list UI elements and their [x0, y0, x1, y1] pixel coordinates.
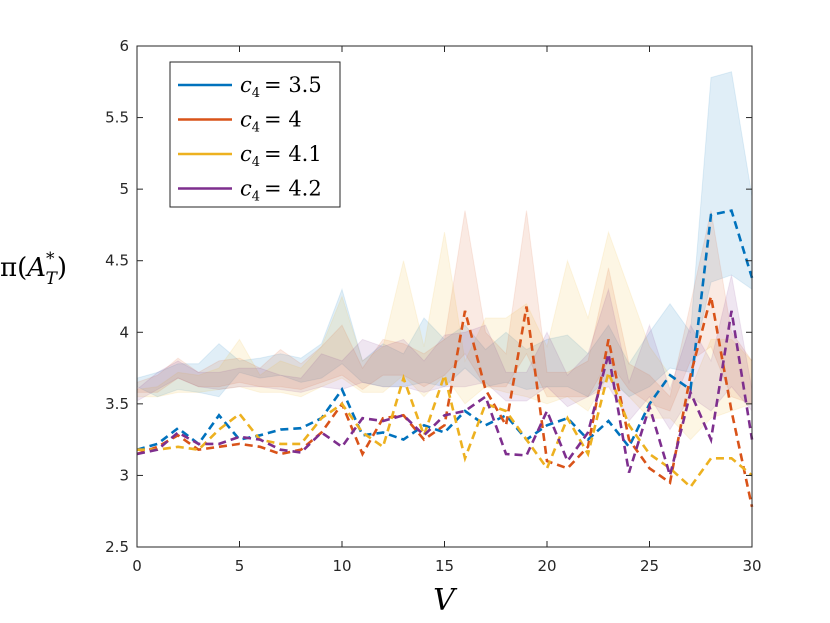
legend-value: = 4 — [264, 108, 302, 132]
y-label-pre: π( — [0, 253, 27, 283]
legend-sub: 4 — [252, 86, 260, 101]
x-tick-label: 5 — [235, 557, 245, 575]
legend-value: = 3.5 — [264, 73, 322, 97]
y-axis-label: π(A* T) — [0, 249, 67, 289]
legend-var: c — [240, 177, 252, 201]
y-tick-label: 4 — [119, 323, 129, 341]
x-tick-label: 30 — [742, 557, 761, 575]
y-tick-label: 3 — [119, 466, 129, 484]
legend-label-2: c4 = 4 — [240, 108, 302, 136]
legend-var: c — [240, 73, 252, 97]
y-tick-label: 4.5 — [105, 252, 129, 270]
y-label-sub: T — [46, 269, 59, 289]
legend-value: = 4.1 — [264, 142, 322, 166]
legend-sub: 4 — [252, 190, 260, 205]
x-tick-label: 20 — [537, 557, 556, 575]
legend: c4 = 3.5c4 = 4c4 = 4.1c4 = 4.2 — [169, 61, 341, 208]
legend-sub: 4 — [252, 121, 260, 136]
x-tick-label: 0 — [132, 557, 142, 575]
x-tick-label: 15 — [435, 557, 454, 575]
y-tick-label: 3.5 — [105, 395, 129, 413]
legend-label-4: c4 = 4.2 — [240, 177, 322, 205]
legend-var: c — [240, 142, 252, 166]
x-axis-label: V — [433, 583, 458, 618]
legend-var: c — [240, 108, 252, 132]
y-tick-label: 2.5 — [105, 538, 129, 556]
lines-layer — [136, 209, 754, 508]
series-line-4 — [136, 310, 754, 481]
legend-sub: 4 — [252, 155, 260, 170]
y-ticks: 2.5 3 3.5 4 4.5 5 5.5 6 — [105, 37, 752, 556]
y-tick-label: 5 — [119, 180, 129, 198]
legend-label-3: c4 = 4.1 — [240, 142, 322, 170]
series-line-2 — [136, 296, 754, 508]
x-tick-label: 10 — [332, 557, 351, 575]
legend-label-1: c4 = 3.5 — [240, 73, 322, 101]
y-label-post: ) — [57, 253, 67, 283]
y-label-letter: A — [25, 253, 46, 283]
x-tick-label: 25 — [640, 557, 659, 575]
legend-value: = 4.2 — [264, 177, 322, 201]
y-label-sup: * — [46, 249, 55, 269]
y-tick-label: 5.5 — [105, 109, 129, 127]
y-tick-label: 6 — [119, 37, 129, 55]
x-ticks: 0 5 10 15 20 25 30 — [132, 46, 762, 575]
